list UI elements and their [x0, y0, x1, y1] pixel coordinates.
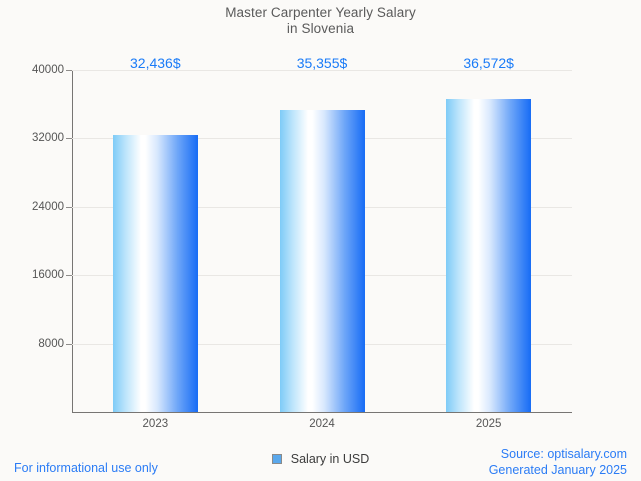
y-axis-tick [66, 343, 72, 345]
y-axis-tick [66, 206, 72, 208]
bar-value-label-2024: 35,355$ [296, 55, 348, 71]
y-axis-line [72, 70, 73, 413]
y-axis-tick [66, 70, 72, 71]
y-axis-tick [66, 275, 72, 277]
chart-title-line-2: in Slovenia [286, 21, 355, 36]
y-axis-tick-label: 32000 [32, 132, 64, 145]
bar-2023[interactable] [112, 134, 198, 412]
x-axis-line [72, 412, 572, 413]
chart-title: Master Carpenter Yearly Salary in Sloven… [0, 5, 641, 37]
y-axis-tick-label-wrap: 8000 [38, 338, 572, 350]
source-line: Source: optisalary.com [500, 447, 627, 461]
x-axis-tick-label-2024: 2024 [309, 418, 335, 430]
y-axis-tick-label-wrap: 32000 [32, 132, 572, 144]
legend-swatch-salary-in-usd [271, 454, 282, 464]
bar-2025[interactable] [446, 99, 532, 412]
bar-value-label-2025: 36,572$ [463, 55, 514, 71]
x-axis-tick-label-2023: 2023 [142, 418, 169, 430]
disclaimer-note: For informational use only [14, 461, 158, 475]
bar-2024[interactable] [279, 109, 365, 412]
gridline [72, 70, 572, 71]
y-axis-tick-label-wrap: 40000 [32, 64, 572, 76]
y-axis-tick-label-wrap: 16000 [32, 269, 572, 281]
y-axis-tick-label: 16000 [32, 269, 64, 282]
bar-value-label-2023: 32,436$ [130, 55, 181, 71]
chart-title-line-1: Master Carpenter Yearly Salary [225, 5, 416, 20]
legend-label-salary-in-usd: Salary in USD [290, 452, 370, 466]
y-axis-tick-label: 24000 [32, 200, 64, 213]
plot-area: 8000 16000 24000 32000 40000 [32, 64, 572, 412]
y-axis-tick-label: 8000 [38, 337, 64, 350]
y-axis-tick-label-wrap: 24000 [32, 201, 572, 213]
y-axis-tick [66, 138, 72, 140]
source-note: Source: optisalary.com Generated January… [489, 446, 627, 478]
y-axis-tick-label: 40000 [32, 64, 64, 76]
generated-line: Generated January 2025 [488, 463, 627, 477]
x-axis-tick-label-2025: 2025 [475, 418, 502, 430]
legend: Salary in USD [0, 452, 641, 466]
